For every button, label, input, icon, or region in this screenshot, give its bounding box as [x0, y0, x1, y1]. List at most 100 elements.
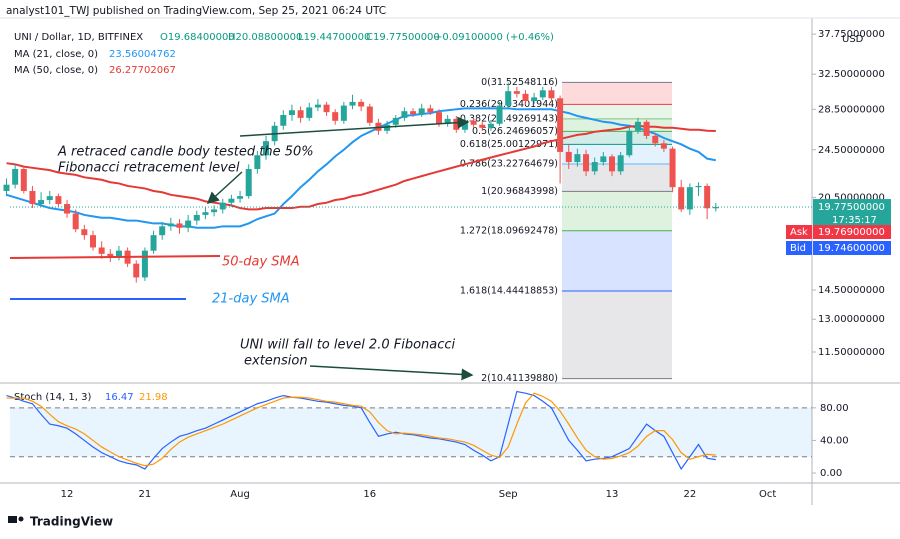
candle-body	[712, 207, 719, 209]
candle-body	[46, 196, 53, 201]
candle-body	[237, 196, 244, 199]
candle-body	[38, 200, 45, 205]
candle-body	[20, 168, 27, 191]
candle-body	[686, 187, 693, 210]
candle-body	[81, 229, 88, 236]
candle-body	[254, 155, 261, 169]
candle-body	[366, 106, 373, 123]
candle-body	[669, 148, 676, 188]
fib-zone	[562, 191, 672, 231]
price-label: 19.77500000	[818, 202, 885, 213]
candle-body	[107, 253, 114, 258]
x-tick-label: 21	[139, 489, 152, 500]
candle-body	[245, 168, 252, 197]
candle-body	[358, 101, 365, 107]
candle-body	[436, 112, 442, 124]
candle-body	[444, 118, 451, 124]
legend-close: C19.77500000	[366, 32, 440, 43]
candle-body	[453, 118, 460, 130]
header: analyst101_TWJ published on TradingView.…	[6, 5, 386, 17]
candle-body	[332, 112, 339, 121]
legend-change: +0.09100000 (+0.46%)	[434, 32, 554, 43]
y-tick-label: 32.50000000	[818, 69, 885, 80]
annotation: 21-day SMA	[212, 292, 290, 307]
y-tick-label: 28.50000000	[818, 104, 885, 115]
candle-body	[609, 156, 615, 172]
x-tick-label: 13	[606, 489, 619, 500]
legend-open: O19.68400000	[160, 32, 235, 43]
candle-body	[297, 110, 304, 118]
logo-mark	[18, 516, 24, 522]
fib-label: 0.618(25.00122971)	[460, 139, 558, 150]
stoch-title: Stoch (14, 1, 3)	[14, 392, 91, 403]
fib-label: 1.618(14.44418853)	[460, 286, 558, 297]
stoch-d-value: 21.98	[139, 392, 168, 403]
candle-body	[591, 162, 598, 172]
candle-body	[583, 154, 590, 172]
candle-body	[704, 185, 711, 209]
candle-body	[141, 250, 148, 278]
fib-label: 0.382(27.49269143)	[460, 113, 558, 124]
candle-body	[496, 105, 503, 124]
fib-label: 0.5(26.24696057)	[472, 126, 558, 137]
fib-label: 0(31.52548116)	[481, 77, 558, 88]
candle-body	[479, 124, 486, 128]
candle-body	[470, 120, 477, 125]
x-tick-label: 12	[61, 489, 74, 500]
candle-body	[314, 104, 321, 108]
countdown: 17:35:17	[832, 215, 877, 226]
x-tick-label: 16	[363, 489, 376, 500]
candle-body	[55, 196, 62, 205]
y-tick-label: 20.50000000	[818, 192, 885, 203]
candle-body	[64, 204, 71, 214]
stoch-line	[6, 390, 716, 471]
candle-body	[263, 141, 269, 156]
candle-body	[427, 108, 434, 113]
fib-label: 1(20.96843998)	[481, 186, 558, 197]
candle-body	[652, 135, 659, 144]
stoch-k-value: 16.47	[105, 392, 134, 403]
footer-logo: TradingView	[30, 515, 113, 529]
candle-body	[522, 93, 529, 101]
candle-body	[565, 151, 572, 163]
candle-body	[3, 184, 10, 191]
ask-name-box	[786, 225, 812, 239]
candle-body	[626, 130, 633, 156]
legend-ma21: MA (21, close, 0)	[14, 49, 98, 60]
stoch-band	[10, 407, 812, 457]
ask-label: 19.76900000	[818, 227, 885, 238]
fib-label: 1.272(18.09692478)	[460, 225, 558, 236]
candle-body	[323, 104, 330, 113]
candle-body	[401, 111, 408, 118]
candle-body	[12, 168, 19, 185]
fib-zone	[562, 230, 672, 292]
candle-body	[617, 155, 624, 172]
candle-body	[410, 111, 417, 115]
bid-box	[813, 241, 891, 255]
fib-zone	[562, 164, 672, 192]
y-tick-label: 13.00000000	[818, 314, 885, 325]
candle-body	[288, 110, 295, 115]
candle-body	[487, 123, 494, 128]
y-tick-label: 37.75000000	[818, 29, 885, 40]
candle-body	[98, 247, 105, 254]
candle-body	[72, 213, 79, 230]
annotation: 50-day SMA	[222, 255, 300, 270]
candle-body	[90, 235, 96, 248]
candle-body	[133, 263, 140, 278]
bid-name-box	[786, 241, 812, 255]
x-tick-label: Oct	[759, 489, 776, 500]
ma-line	[6, 124, 716, 211]
candle-body	[340, 105, 347, 121]
bid-label: 19.74600000	[818, 243, 885, 254]
candle-body	[159, 226, 166, 236]
fib-zone	[562, 291, 672, 379]
y-tick-label: 0.00	[820, 468, 842, 479]
axis-unit: USD	[842, 34, 864, 45]
candle-body	[280, 114, 287, 126]
footer: TradingView	[8, 515, 113, 529]
candle-body	[349, 101, 356, 106]
candle-body	[600, 156, 607, 163]
candle-body	[418, 108, 425, 115]
